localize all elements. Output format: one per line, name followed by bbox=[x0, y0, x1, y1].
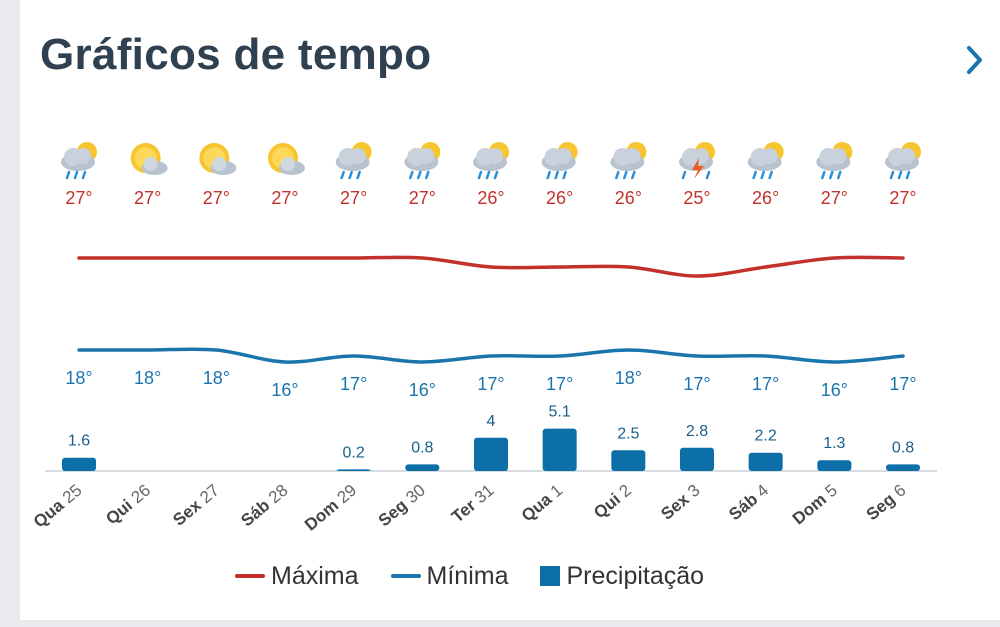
partly-cloudy-icon bbox=[268, 143, 305, 175]
day-label: Seg 30 bbox=[375, 481, 429, 531]
legend-swatch-precip bbox=[540, 566, 561, 586]
day-label: Sex 27 bbox=[169, 481, 223, 530]
day-label: Qui 2 bbox=[590, 481, 635, 523]
precip-bar bbox=[680, 447, 714, 471]
sun-cloud-rain-icon bbox=[473, 142, 509, 180]
min-temp-label: 18° bbox=[203, 368, 230, 388]
min-temp-label: 17° bbox=[340, 374, 367, 394]
min-temp-label: 18° bbox=[615, 368, 642, 388]
min-temp-label: 18° bbox=[65, 368, 92, 388]
weather-charts-card: Gráficos de tempo bbox=[20, 0, 1000, 620]
day-label: Sáb 28 bbox=[237, 481, 291, 531]
sun-cloud-rain-icon bbox=[610, 142, 647, 180]
min-temp-label: 17° bbox=[683, 374, 710, 394]
max-temp-label: 26° bbox=[615, 188, 642, 208]
sun-cloud-rain-icon bbox=[335, 142, 372, 180]
max-temp-label: 26° bbox=[477, 188, 504, 208]
next-button[interactable] bbox=[955, 38, 995, 82]
sun-cloud-rain-icon bbox=[61, 142, 97, 180]
day-label: Dom 29 bbox=[301, 481, 360, 535]
legend-item-min: Mínima bbox=[390, 561, 509, 591]
precip-bar bbox=[817, 460, 852, 471]
legend-label-precip: Precipitação bbox=[566, 561, 705, 590]
precip-bar bbox=[748, 452, 783, 471]
legend-label-min: Mínima bbox=[426, 561, 509, 590]
day-label: Ter 31 bbox=[448, 481, 498, 527]
precip-value-label: 0.2 bbox=[343, 444, 365, 461]
legend-label-max: Máxima bbox=[271, 561, 359, 590]
day-label: Qua 25 bbox=[30, 481, 86, 532]
max-temp-label: 27° bbox=[134, 188, 161, 208]
precip-bar bbox=[336, 469, 371, 471]
min-temp-label: 16° bbox=[409, 380, 436, 400]
chart-legend: Máxima Mínima Precipitação bbox=[235, 558, 736, 594]
legend-item-precip: Precipitação bbox=[540, 562, 704, 591]
precip-value-label: 2.2 bbox=[755, 428, 777, 445]
day-label: Qua 1 bbox=[518, 481, 566, 526]
sun-cloud-rain-icon bbox=[816, 142, 853, 180]
sun-cloud-rain-icon bbox=[885, 142, 921, 180]
day-label: Qui 26 bbox=[102, 481, 154, 529]
precip-bar bbox=[474, 437, 508, 471]
thunderstorm-icon bbox=[679, 142, 715, 180]
day-label: Seg 6 bbox=[863, 481, 910, 525]
legend-item-max: Máxima bbox=[235, 562, 359, 591]
day-label: Dom 5 bbox=[789, 481, 841, 529]
min-temp-line bbox=[77, 347, 905, 364]
max-temp-label: 27° bbox=[821, 188, 848, 208]
precip-value-label: 5.1 bbox=[549, 404, 571, 421]
precip-value-label: 2.5 bbox=[617, 425, 639, 442]
max-temp-label: 25° bbox=[683, 188, 710, 208]
sun-cloud-rain-icon bbox=[404, 142, 441, 180]
min-temp-label: 16° bbox=[271, 380, 298, 400]
min-temp-label: 17° bbox=[477, 374, 504, 394]
precip-value-label: 4 bbox=[487, 413, 496, 430]
chevron-right-icon bbox=[967, 46, 982, 74]
sun-cloud-rain-icon bbox=[747, 142, 784, 180]
precip-bar bbox=[62, 457, 96, 471]
min-temp-label: 17° bbox=[546, 374, 573, 394]
day-label: Sáb 4 bbox=[725, 481, 772, 525]
max-temp-label: 26° bbox=[752, 188, 779, 208]
max-temp-label: 27° bbox=[889, 188, 916, 208]
legend-swatch-max bbox=[235, 574, 265, 578]
max-temp-label: 27° bbox=[409, 188, 436, 208]
precip-value-label: 1.3 bbox=[823, 435, 845, 452]
min-temp-label: 17° bbox=[889, 374, 916, 394]
precip-bar bbox=[542, 428, 577, 471]
precip-value-label: 1.6 bbox=[68, 433, 90, 450]
precip-bar bbox=[886, 464, 920, 471]
partly-cloudy-icon bbox=[199, 143, 237, 175]
precip-value-label: 0.8 bbox=[892, 439, 914, 456]
precip-value-label: 2.8 bbox=[686, 423, 708, 440]
max-temp-line bbox=[77, 255, 905, 278]
precip-value-label: 0.8 bbox=[411, 439, 433, 456]
max-temp-label: 27° bbox=[65, 188, 92, 208]
max-temp-label: 27° bbox=[340, 188, 367, 208]
max-temp-label: 27° bbox=[203, 188, 230, 208]
max-temp-label: 27° bbox=[271, 188, 298, 208]
min-temp-label: 18° bbox=[134, 368, 161, 388]
sun-cloud-rain-icon bbox=[541, 142, 578, 180]
min-temp-label: 16° bbox=[821, 380, 848, 400]
precip-bar bbox=[611, 450, 646, 471]
precip-bar bbox=[405, 464, 440, 471]
min-temp-label: 17° bbox=[752, 374, 779, 394]
max-temp-label: 26° bbox=[546, 188, 573, 208]
day-label: Sex 3 bbox=[657, 481, 703, 524]
partly-cloudy-icon bbox=[130, 143, 168, 175]
legend-swatch-min bbox=[390, 574, 421, 578]
page-title: Gráficos de tempo bbox=[40, 30, 432, 79]
